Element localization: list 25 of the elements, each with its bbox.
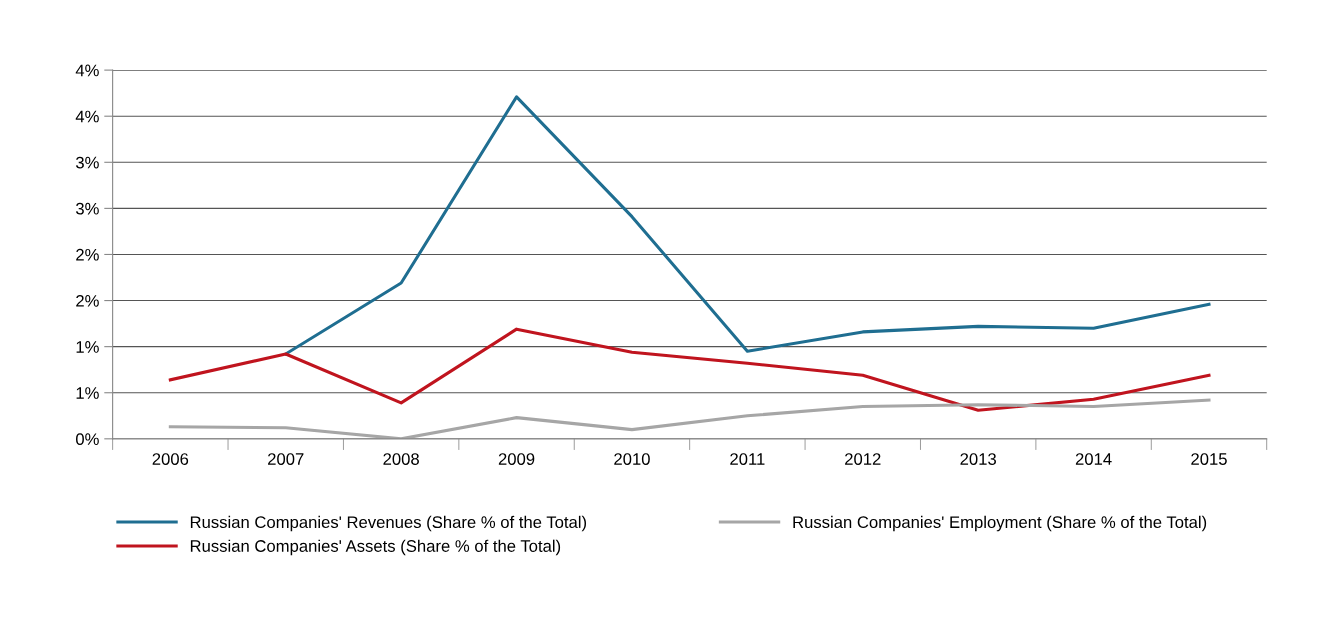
x-tick-label: 2010 xyxy=(614,453,650,465)
line-series xyxy=(168,327,1211,412)
line-series xyxy=(168,398,1211,439)
x-tick-label: 2011 xyxy=(730,453,765,465)
y-tick-label: 2% xyxy=(76,294,99,307)
y-tick-label: 4% xyxy=(75,64,99,77)
x-tick-label: 2008 xyxy=(383,453,419,465)
y-tick-label: 1% xyxy=(76,387,99,399)
y-tick-label: 1% xyxy=(76,341,99,353)
y-tick-label: 3% xyxy=(75,156,99,169)
legend-label: Russian Companies' Assets (Share % of the Total) xyxy=(190,539,561,556)
y-tick-label: 4% xyxy=(75,110,99,123)
x-tick-label: 2014 xyxy=(1075,453,1112,465)
x-tick-label: 2012 xyxy=(845,453,881,465)
x-tick-label: 2013 xyxy=(960,453,996,465)
line-series xyxy=(284,95,1211,356)
y-tick-label: 3% xyxy=(75,202,99,215)
x-tick-label: 2007 xyxy=(268,453,304,465)
x-tick-label: 2015 xyxy=(1191,453,1227,465)
legend-label: Russian Companies' Revenues (Share % of the Total) xyxy=(190,515,587,532)
legend-label: Russian Companies' Employment (Share % of the Total) xyxy=(793,515,1207,532)
x-tick-label: 2009 xyxy=(498,453,535,465)
y-tick-label: 0% xyxy=(75,433,99,446)
y-tick-label: 2% xyxy=(76,248,99,261)
x-tick-label: 2006 xyxy=(152,453,189,465)
